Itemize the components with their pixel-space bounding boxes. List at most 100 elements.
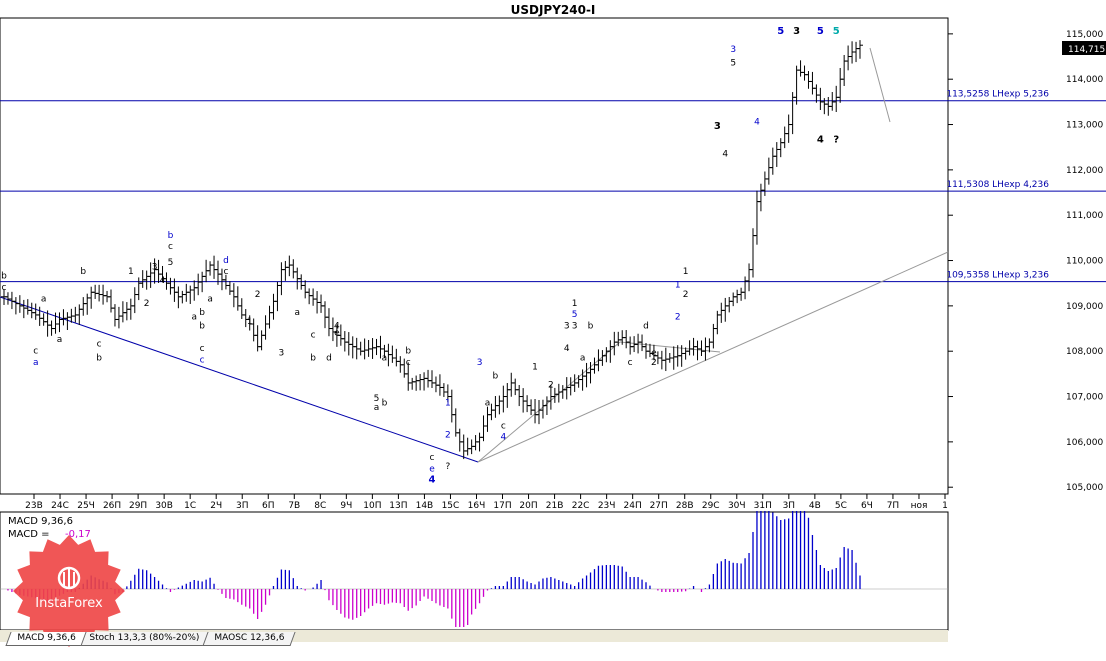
chart-title: USDJPY240-I [511, 3, 596, 17]
wave-label: 4 [817, 135, 824, 146]
wave-label: 4 [429, 475, 436, 486]
x-tick-label: 9Ч [340, 501, 352, 511]
wave-label: c [2, 283, 7, 293]
y-tick-label: 108,000 [1066, 347, 1103, 357]
wave-label: b [80, 267, 86, 277]
wave-label: a [207, 294, 213, 304]
wave-label: d [223, 256, 229, 266]
x-tick-label: 29П [129, 501, 147, 511]
x-tick-label: 30Ч [728, 501, 746, 511]
wave-label: 3 [152, 263, 158, 273]
wave-label: b [199, 308, 205, 318]
x-tick-label: 3П [783, 501, 796, 511]
wave-label: a [57, 335, 63, 345]
wave-label: 1 [683, 267, 689, 277]
wave-label: 1 [572, 299, 578, 309]
wave-label: 4 [500, 433, 506, 443]
wave-label: 2 [683, 290, 689, 300]
wave-line-2 [619, 341, 721, 353]
current-price-label: 114,715 [1068, 45, 1105, 55]
wave-label: 3 [793, 26, 800, 37]
wave-label: d [326, 353, 332, 363]
x-tick-label: 30В [155, 501, 173, 511]
wave-label: b [588, 322, 594, 332]
x-tick-label: 7В [288, 501, 300, 511]
wave-label: 2 [445, 430, 451, 440]
x-tick-label: 23В [25, 501, 43, 511]
logo-text: InstaForex [35, 596, 103, 611]
wave-label: 5 [817, 26, 824, 37]
projection-line [869, 47, 891, 123]
wave-label: 4 [334, 322, 340, 332]
x-tick-label: 25Ч [77, 501, 95, 511]
indicator-plot-frame [0, 511, 949, 631]
x-tick-label: 8С [314, 501, 326, 511]
wave-label: 2 [255, 290, 261, 300]
wave-label: a [191, 312, 197, 322]
x-tick-label: 24С [51, 501, 69, 511]
wave-label: 1 [247, 317, 253, 327]
uptrend-line [477, 251, 949, 463]
x-tick-label: 21В [546, 501, 564, 511]
wave-label: 3 [477, 358, 483, 368]
tab-macd[interactable]: MACD 9,36,6 [5, 632, 88, 646]
wave-label: c [311, 331, 316, 341]
instaforex-logo: InstaForex [12, 534, 126, 648]
wave-label: b [1, 272, 7, 282]
y-tick-label: 105,000 [1066, 483, 1103, 493]
wave-label: 5 [833, 26, 840, 37]
wave-label: 3 [714, 121, 721, 132]
macd-histogram [0, 511, 948, 627]
x-axis: 23В 24С 25Ч 26П 29П 30В 1С 2Ч 3П 6П 7В 8С 9Ч 10П 13П 14… [25, 494, 948, 511]
x-tick-label: 22С [572, 501, 590, 511]
wave-label: c [406, 358, 411, 368]
wave-label: ? [445, 462, 450, 472]
wave-label: b [310, 353, 316, 363]
wave-label: 4 [722, 149, 728, 159]
y-tick-label: 110,000 [1066, 257, 1103, 267]
wave-label: b [405, 346, 411, 356]
wave-label: b [493, 371, 499, 381]
wave-label: c [223, 267, 228, 277]
wave-label: a [41, 294, 47, 304]
y-tick-label: 111,000 [1066, 211, 1103, 221]
wave-label: c [501, 421, 506, 431]
wave-label: 4 [564, 344, 570, 354]
wave-label: c [168, 242, 173, 252]
wave-label: c [33, 346, 38, 356]
x-tick-label: 31П [754, 501, 772, 511]
tab-stoch[interactable]: Stoch 13,3,3 (80%-20%) [77, 632, 212, 646]
y-axis: 105,000 106,000 107,000 108,000 109,000 110,0… [948, 30, 1103, 493]
main-plot-frame [0, 17, 949, 495]
tab-maosc[interactable]: MAOSC 12,36,6 [201, 632, 296, 646]
macd-value: -0,17 [65, 529, 91, 540]
wave-label: 1 [675, 281, 681, 291]
wave-label: c [430, 453, 435, 463]
x-tick-label: 13П [389, 501, 407, 511]
wave-label: 5 [777, 26, 784, 37]
wave-label: 1 [445, 399, 451, 409]
wave-label: c [200, 356, 205, 366]
x-tick-label: 5С [835, 501, 847, 511]
wave-label: b [168, 231, 174, 241]
x-tick-label: 14В [416, 501, 434, 511]
wave-label: 5 [374, 394, 380, 404]
price-bars [1, 40, 863, 460]
current-price-box [1062, 41, 1106, 55]
wave-label: 5 [168, 258, 174, 268]
x-tick-label: 26П [103, 501, 121, 511]
x-tick-label: 24П [624, 501, 642, 511]
wave-label: 2 [675, 312, 681, 322]
x-tick-label: 27П [650, 501, 668, 511]
x-tick-label: 17П [493, 501, 511, 511]
x-tick-label: 28В [676, 501, 694, 511]
wave-label: 1 [128, 267, 134, 277]
wave-label: b [199, 322, 205, 332]
wave-label: e [429, 464, 435, 474]
wave-label: 1 [532, 362, 538, 372]
wave-label: 3 [279, 349, 285, 359]
macd-value-label: MACD = [8, 529, 50, 540]
wave-label: d [643, 322, 649, 332]
wave-label: 2 [651, 358, 657, 368]
wave-label: a [33, 358, 39, 368]
